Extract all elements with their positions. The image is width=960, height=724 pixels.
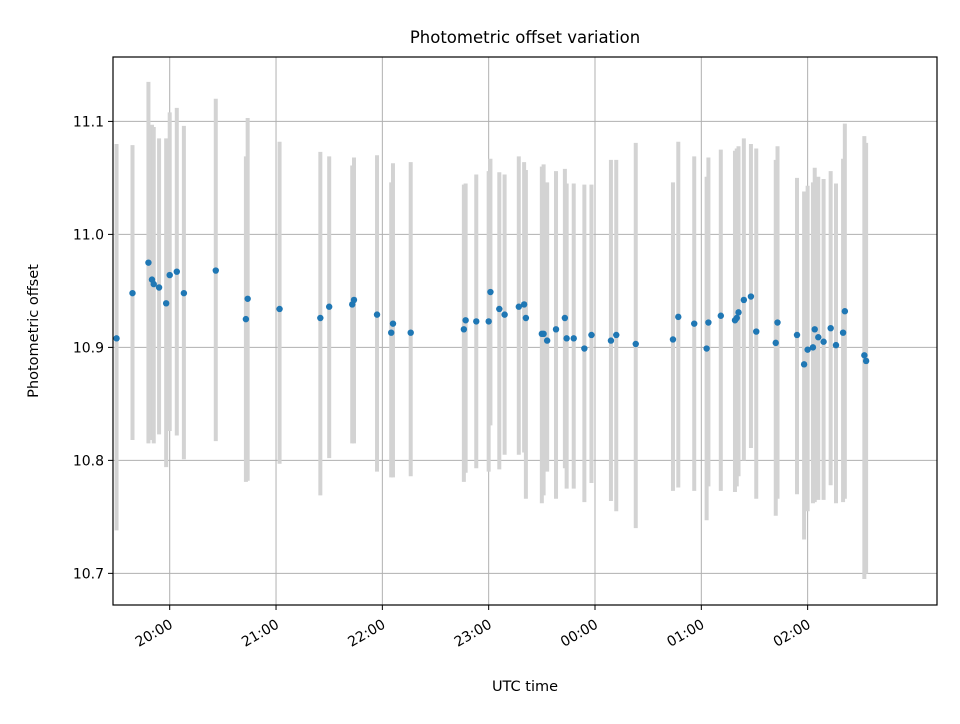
x-axis-ticks: 20:00 21:00 22:00 23:00 00:00 01:00 02:00 <box>133 605 814 651</box>
data-point <box>325 303 333 310</box>
data-point <box>839 329 847 336</box>
data-point <box>155 284 163 291</box>
data-point <box>180 289 188 297</box>
data-point <box>804 346 811 353</box>
data-point <box>407 329 414 336</box>
data-point <box>501 311 508 318</box>
y-tick-label: 10.8 <box>73 453 104 469</box>
x-tick-label: 21:00 <box>239 617 282 651</box>
data-point <box>473 318 480 325</box>
data-point <box>691 320 698 327</box>
data-point <box>552 326 560 333</box>
plot-frame <box>112 56 938 606</box>
data-point <box>740 296 748 304</box>
data-point <box>173 268 180 275</box>
data-point <box>841 308 849 315</box>
data-point <box>242 315 250 323</box>
data-points <box>113 259 870 368</box>
y-axis-ticks: 10.7 10.8 10.9 11.0 11.1 <box>73 114 113 582</box>
y-tick-label: 11.0 <box>73 227 104 243</box>
x-tick-label: 02:00 <box>771 617 814 651</box>
x-tick-label: 23:00 <box>452 617 495 651</box>
data-point <box>772 339 779 347</box>
data-point <box>150 280 157 288</box>
data-point <box>460 326 468 333</box>
data-point <box>487 288 494 296</box>
data-point <box>212 267 219 274</box>
data-point <box>166 271 173 279</box>
data-point <box>373 311 381 318</box>
y-tick-label: 11.1 <box>73 114 104 130</box>
data-point <box>581 345 588 352</box>
data-point <box>129 289 136 297</box>
data-point <box>733 314 740 322</box>
y-tick-label: 10.9 <box>73 340 104 356</box>
data-point <box>820 338 827 345</box>
data-point <box>861 352 868 359</box>
data-point <box>827 324 834 332</box>
data-point <box>462 317 469 324</box>
data-point <box>607 337 615 344</box>
data-point <box>735 309 742 316</box>
y-axis-label: Photometric offset <box>26 264 42 398</box>
data-point <box>350 296 358 304</box>
data-point <box>703 345 710 352</box>
data-point <box>522 314 530 322</box>
data-point <box>496 305 503 313</box>
data-point <box>162 300 170 307</box>
chart-title: Photometric offset variation <box>410 28 640 47</box>
data-point <box>747 293 755 300</box>
x-tick-label: 20:00 <box>133 617 176 651</box>
data-point <box>515 303 522 310</box>
data-point <box>570 335 577 342</box>
data-point <box>669 336 677 343</box>
data-point <box>317 314 324 322</box>
x-tick-label: 22:00 <box>345 617 388 651</box>
x-axis-label: UTC time <box>492 679 558 695</box>
data-point <box>388 329 395 336</box>
data-point <box>705 319 712 326</box>
data-point <box>675 313 682 321</box>
data-point <box>520 301 528 308</box>
data-point <box>276 305 283 313</box>
data-point <box>613 331 620 339</box>
x-tick-label: 01:00 <box>664 617 707 651</box>
data-point <box>811 326 818 333</box>
data-point <box>793 331 801 339</box>
data-point <box>717 312 725 319</box>
data-point <box>145 259 152 266</box>
y-tick-label: 10.7 <box>73 566 104 582</box>
data-point <box>588 331 595 339</box>
data-point <box>809 344 817 351</box>
data-point <box>543 337 551 344</box>
data-point <box>774 319 781 326</box>
data-point <box>540 330 547 338</box>
data-point <box>113 335 120 342</box>
data-point <box>832 341 840 349</box>
data-point <box>485 318 492 325</box>
data-point <box>389 320 397 327</box>
x-tick-label: 00:00 <box>558 617 601 651</box>
data-point <box>563 335 570 342</box>
data-point <box>800 361 808 368</box>
data-point <box>632 340 639 348</box>
data-point <box>862 357 870 365</box>
data-point <box>244 295 251 302</box>
data-point <box>561 314 569 322</box>
data-point <box>815 334 822 341</box>
data-point <box>753 328 760 335</box>
